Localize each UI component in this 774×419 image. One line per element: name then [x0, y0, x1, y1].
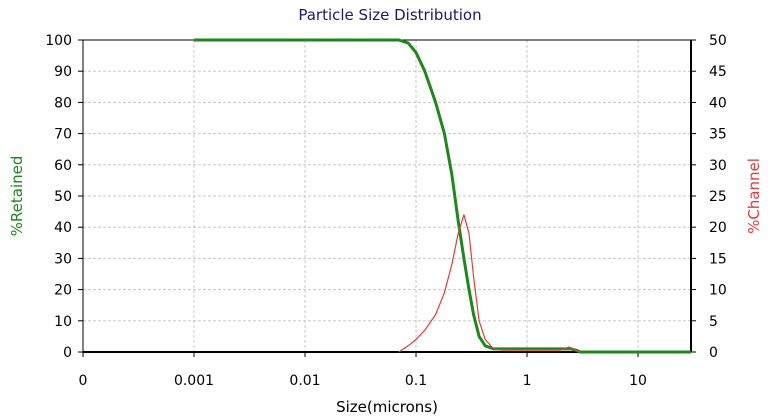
y-right-axis-label: %Channel	[745, 158, 763, 234]
x-tick-label: 0.001	[174, 373, 214, 389]
y-left-tick-label: 80	[54, 95, 72, 111]
y-right-tick-label: 25	[709, 189, 727, 205]
y-left-tick-label: 100	[45, 33, 72, 49]
y-left-tick-label: 30	[54, 251, 72, 267]
y-right-tick-label: 30	[709, 158, 727, 174]
channel-series-line	[398, 214, 581, 353]
x-axis-label: Size(microns)	[336, 398, 438, 416]
y-left-tick-label: 0	[63, 345, 72, 361]
y-left-tick-label: 70	[54, 127, 72, 143]
y-right-tick-label: 15	[709, 251, 727, 267]
x-tick-label: 10	[629, 373, 647, 389]
y-left-axis-label: %Retained	[8, 156, 26, 237]
series-layer	[194, 38, 691, 354]
x-tick-label: 0	[79, 373, 88, 389]
y-right-tick-label: 45	[709, 64, 727, 80]
x-tick-label: 0.1	[405, 373, 427, 389]
y-left-tick-label: 10	[54, 314, 72, 330]
y-left-tick-label: 40	[54, 220, 72, 236]
y-left-tick-label: 50	[54, 189, 72, 205]
x-tick-label: 1	[523, 373, 532, 389]
grid-layer	[82, 40, 691, 352]
y-right-tick-label: 10	[709, 283, 727, 299]
x-tick-label: 0.01	[289, 373, 320, 389]
y-left-tick-label: 60	[54, 158, 72, 174]
y-right-tick-label: 5	[709, 314, 718, 330]
y-right-tick-label: 20	[709, 220, 727, 236]
y-right-tick-label: 40	[709, 95, 727, 111]
x-ticks: 0 0.001 0.01 0.1 1 10	[79, 352, 647, 389]
y-left-tick-label: 20	[54, 283, 72, 299]
y-right-tick-label: 50	[709, 33, 727, 49]
y-right-tick-label: 35	[709, 127, 727, 143]
y-left-ticks: 0 10 20 30 40 50 60 70 80 90 100	[45, 33, 83, 361]
y-right-tick-label: 0	[709, 345, 718, 361]
chart-title: Particle Size Distribution	[298, 6, 481, 24]
y-left-tick-label: 90	[54, 64, 72, 80]
y-right-ticks: 0 5 10 15 20 25 30 35 40 45 50	[691, 33, 727, 361]
